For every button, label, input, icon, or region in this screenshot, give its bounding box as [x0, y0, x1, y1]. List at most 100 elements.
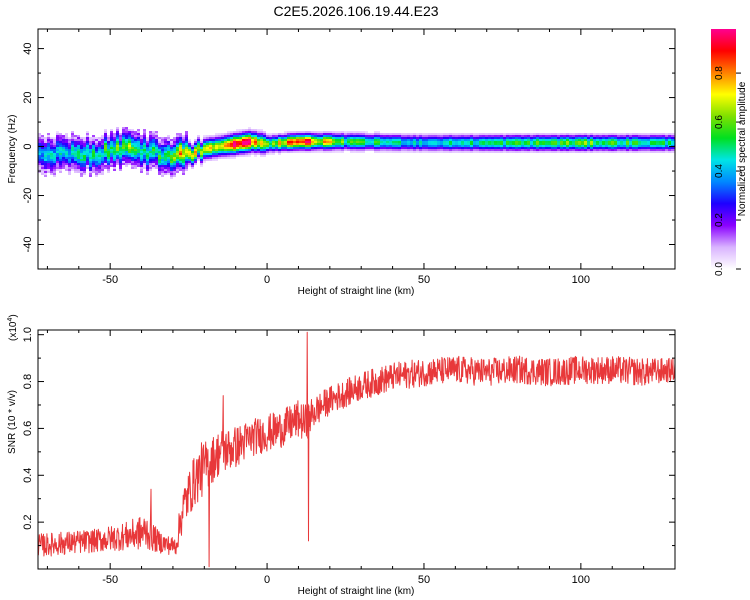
- heatmap-cell: [248, 147, 251, 149]
- heatmap-cell: [176, 147, 179, 149]
- heatmap-cell: [494, 143, 497, 145]
- heatmap-cell: [422, 139, 425, 141]
- heatmap-cell: [647, 139, 650, 141]
- heatmap-cell: [284, 141, 287, 143]
- heatmap-cell: [221, 147, 224, 149]
- heatmap-cell: [647, 147, 650, 149]
- heatmap-cell: [410, 137, 413, 139]
- heatmap-cell: [74, 137, 77, 139]
- heatmap-cell: [314, 151, 317, 153]
- heatmap-cell: [107, 161, 110, 163]
- heatmap-cell: [89, 157, 92, 159]
- heatmap-cell: [125, 141, 128, 143]
- heatmap-cell: [218, 143, 221, 145]
- heatmap-cell: [191, 155, 194, 157]
- heatmap-cell: [116, 133, 119, 135]
- heatmap-cell: [170, 163, 173, 165]
- heatmap-cell: [143, 157, 146, 159]
- heatmap-cell: [665, 147, 668, 149]
- heatmap-cell: [359, 143, 362, 145]
- heatmap-cell: [272, 147, 275, 149]
- heatmap-cell: [494, 141, 497, 143]
- heatmap-cell: [92, 159, 95, 161]
- heatmap-cell: [65, 151, 68, 153]
- heatmap-cell: [455, 135, 458, 137]
- heatmap-cell: [92, 149, 95, 151]
- heatmap-cell: [140, 135, 143, 137]
- heatmap-cell: [620, 141, 623, 143]
- heatmap-cell: [179, 161, 182, 163]
- heatmap-cell: [371, 133, 374, 135]
- heatmap-cell: [65, 169, 68, 171]
- heatmap-cell: [479, 137, 482, 139]
- heatmap-cell: [488, 133, 491, 135]
- heatmap-cell: [461, 139, 464, 141]
- heatmap-cell: [131, 143, 134, 145]
- heatmap-cell: [281, 149, 284, 151]
- heatmap-cell: [344, 135, 347, 137]
- heatmap-cell: [188, 153, 191, 155]
- heatmap-cell: [116, 161, 119, 163]
- heatmap-cell: [662, 133, 665, 135]
- heatmap-cell: [41, 163, 44, 165]
- heatmap-cell: [503, 135, 506, 137]
- heatmap-cell: [200, 151, 203, 153]
- heatmap-cell: [581, 147, 584, 149]
- heatmap-cell: [332, 147, 335, 149]
- heatmap-cell: [410, 147, 413, 149]
- heatmap-cell: [662, 139, 665, 141]
- heatmap-cell: [329, 149, 332, 151]
- heatmap-cell: [365, 137, 368, 139]
- heatmap-cell: [590, 145, 593, 147]
- heatmap-cell: [386, 151, 389, 153]
- heatmap-cell: [602, 141, 605, 143]
- heatmap-cell: [170, 149, 173, 151]
- heatmap-cell: [473, 149, 476, 151]
- heatmap-cell: [413, 135, 416, 137]
- heatmap-cell: [266, 141, 269, 143]
- heatmap-cell: [173, 171, 176, 173]
- heatmap-cell: [425, 139, 428, 141]
- heatmap-cell: [44, 153, 47, 155]
- snr-panel: -50 0 50 100 0.20.40.60.81.0 Height of stra…: [7, 314, 676, 597]
- heatmap-cell: [368, 137, 371, 139]
- heatmap-cell: [245, 137, 248, 139]
- heatmap-cell: [287, 147, 290, 149]
- heatmap-cell: [530, 149, 533, 151]
- heatmap-cell: [116, 157, 119, 159]
- heatmap-cell: [74, 141, 77, 143]
- heatmap-cell: [218, 149, 221, 151]
- heatmap-cell: [545, 143, 548, 145]
- heatmap-cell: [38, 139, 41, 141]
- heatmap-cell: [65, 145, 68, 147]
- heatmap-cell: [545, 145, 548, 147]
- heatmap-cell: [350, 147, 353, 149]
- heatmap-cell: [167, 143, 170, 145]
- heatmap-cell: [260, 145, 263, 147]
- heatmap-cell: [143, 149, 146, 151]
- heatmap-cell: [290, 149, 293, 151]
- heatmap-cell: [263, 147, 266, 149]
- heatmap-cell: [203, 159, 206, 161]
- heatmap-cell: [185, 147, 188, 149]
- heatmap-cell: [302, 139, 305, 141]
- heatmap-cell: [521, 149, 524, 151]
- heatmap-cell: [122, 163, 125, 165]
- heatmap-cell: [125, 161, 128, 163]
- heatmap-cell: [152, 161, 155, 163]
- heatmap-cell: [617, 133, 620, 135]
- heatmap-cell: [338, 149, 341, 151]
- heatmap-cell: [329, 143, 332, 145]
- heatmap-cell: [533, 151, 536, 153]
- heatmap-cell: [152, 147, 155, 149]
- heatmap-cell: [344, 147, 347, 149]
- heatmap-cell: [134, 157, 137, 159]
- heatmap-cell: [560, 141, 563, 143]
- heatmap-cell: [218, 133, 221, 135]
- heatmap-cell: [155, 151, 158, 153]
- heatmap-cell: [521, 141, 524, 143]
- heatmap-cell: [380, 149, 383, 151]
- heatmap-cell: [518, 149, 521, 151]
- heatmap-cell: [227, 133, 230, 135]
